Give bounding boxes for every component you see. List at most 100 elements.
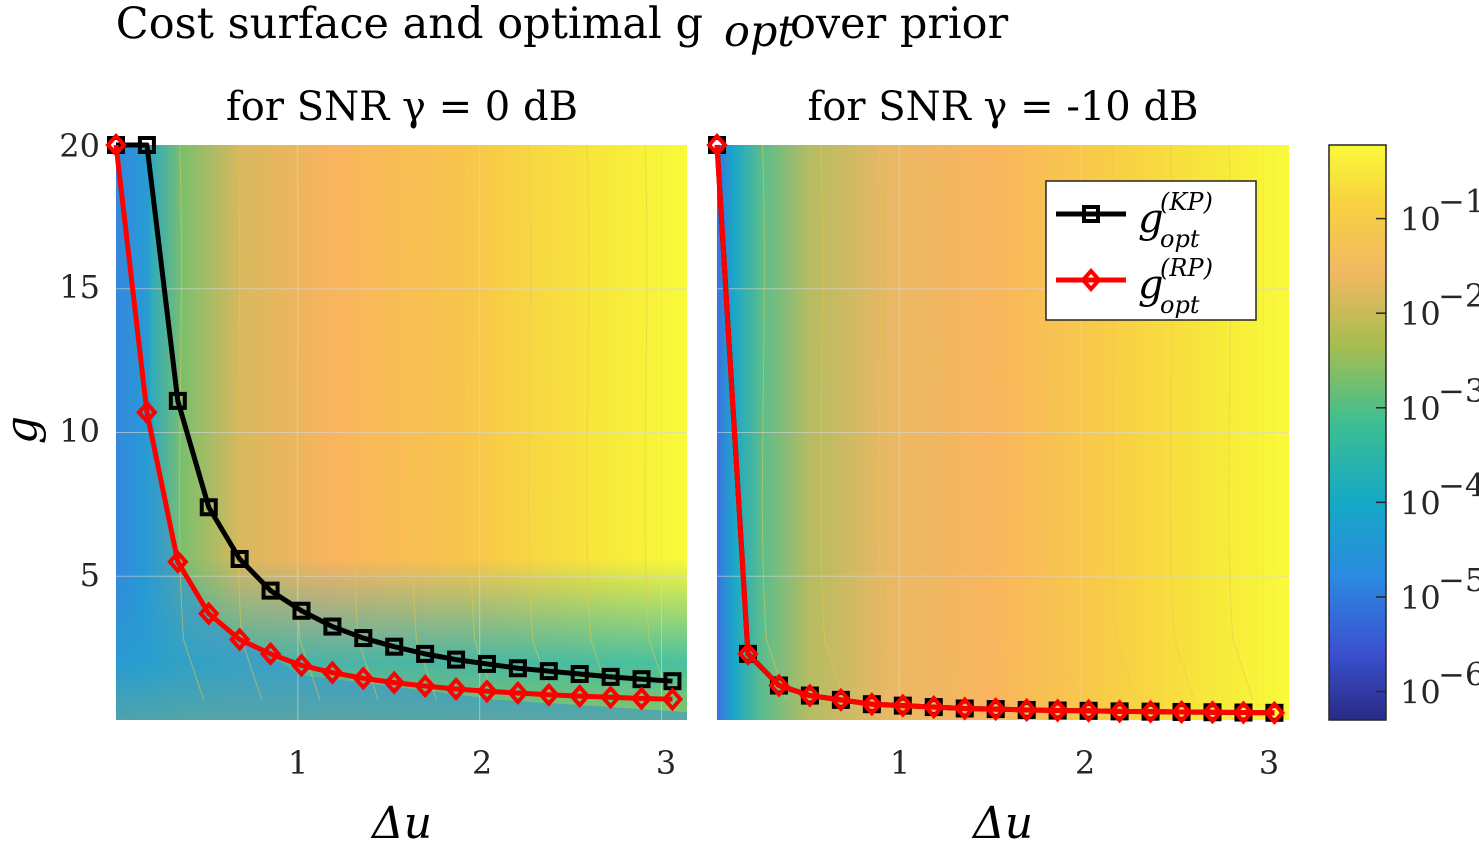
y-tick-label: 10 — [59, 412, 100, 450]
data-point-diamond — [1108, 699, 1131, 724]
contour-line — [179, 144, 205, 701]
data-point-square — [508, 659, 527, 678]
contour-line — [237, 144, 263, 701]
data-point-diamond — [1016, 697, 1038, 722]
series-line — [714, 144, 1275, 716]
data-point-square — [199, 498, 218, 517]
data-point-diamond — [954, 696, 976, 721]
x-tick-label: 2 — [1075, 744, 1095, 782]
colorbar-tick-base: 10 — [1400, 295, 1441, 333]
colorbar-tick-exponent: −5 — [1438, 561, 1479, 599]
data-point-diamond — [1263, 700, 1286, 725]
data-point-square — [632, 670, 651, 689]
contour-line — [469, 144, 496, 701]
x-tick-label: 1 — [890, 744, 910, 782]
data-point-diamond — [985, 697, 1007, 722]
legend-marker-diamond — [1080, 267, 1102, 293]
x-tick-label: 1 — [288, 744, 308, 782]
x-tick-label: 3 — [1259, 744, 1279, 782]
colorbar-tick-base: 10 — [1400, 390, 1441, 428]
data-point-diamond — [507, 680, 529, 705]
data-point-diamond — [599, 685, 622, 710]
data-point-square — [323, 617, 342, 636]
legend-rp-base: g — [1138, 262, 1164, 308]
contour-line — [878, 144, 904, 701]
data-point-diamond — [569, 684, 591, 709]
data-point-diamond — [1232, 700, 1255, 725]
contour-line — [353, 144, 379, 701]
data-point-square — [447, 650, 466, 669]
data-point-diamond — [630, 686, 653, 711]
data-point-diamond — [476, 679, 498, 704]
y-axis-label: g — [0, 416, 47, 444]
data-point-square — [230, 550, 249, 568]
data-point-square — [385, 637, 404, 656]
data-point-diamond — [228, 627, 251, 652]
data-point-square — [354, 629, 373, 648]
x-tick-label: 2 — [472, 744, 492, 782]
colorbar: 10−110−210−310−410−510−6 — [1328, 144, 1479, 721]
data-point-square — [601, 667, 620, 686]
panel-1-grid — [116, 145, 687, 720]
y-tick-label: 15 — [59, 268, 100, 306]
data-point-diamond — [1046, 698, 1069, 723]
colorbar-tick-exponent: −2 — [1438, 277, 1479, 315]
data-point-diamond — [105, 132, 127, 158]
data-point-diamond — [136, 400, 158, 425]
data-point-diamond — [768, 673, 790, 698]
legend-entry-kp: g opt (KP) — [1056, 188, 1213, 253]
y-tick-label: 20 — [59, 127, 100, 165]
data-point-square — [261, 581, 280, 600]
legend-rp-sub: opt — [1160, 291, 1200, 319]
colorbar-tick-base: 10 — [1400, 674, 1441, 712]
data-point-diamond — [861, 692, 883, 717]
colorbar-gradient — [1328, 144, 1387, 721]
legend-entry-rp: g opt (RP) — [1056, 254, 1213, 319]
legend-kp-base: g — [1138, 196, 1164, 242]
data-point-diamond — [1201, 700, 1224, 725]
data-point-square — [570, 665, 589, 683]
colorbar-tick-exponent: −6 — [1438, 656, 1479, 694]
data-point-diamond — [923, 695, 945, 720]
y-tick-label: 5 — [80, 556, 100, 594]
legend-kp-sub: opt — [1160, 225, 1200, 253]
legend-box — [1045, 180, 1257, 321]
legend-marker-square — [1082, 205, 1100, 223]
data-point-diamond — [737, 641, 759, 666]
data-point-diamond — [290, 653, 313, 678]
data-point-diamond — [892, 693, 914, 718]
colorbar-tick-exponent: −4 — [1438, 466, 1479, 504]
panel-1-x-axis-label: Δu — [370, 798, 432, 841]
panel-1-low-cost-region — [116, 145, 687, 720]
data-point-square — [292, 601, 311, 620]
contour-line — [820, 144, 846, 701]
x-tick-label: 3 — [656, 744, 676, 782]
legend: g opt (KP) g opt (RP) — [1045, 180, 1257, 321]
colorbar-tick-exponent: −1 — [1438, 183, 1479, 221]
panel-2-subtitle: for SNR γ = -10 dB — [808, 84, 1199, 130]
data-point-diamond — [799, 683, 821, 708]
panel-1-x-ticks: 1 2 3 — [288, 744, 676, 782]
contour-line — [586, 144, 612, 701]
contour-line — [936, 144, 962, 701]
panel-1-y-ticks: 5 10 15 20 — [59, 127, 100, 594]
contour-line — [761, 144, 788, 701]
data-point-diamond — [167, 549, 189, 574]
colorbar-tick-base: 10 — [1400, 484, 1441, 522]
data-point-diamond — [445, 676, 467, 701]
colorbar-tick-exponent: −3 — [1438, 372, 1479, 410]
figure-title: Cost surface and optimal g opt over prio… — [116, 0, 1009, 57]
data-point-diamond — [1139, 699, 1162, 724]
colorbar-ticks: 10−110−210−310−410−510−6 — [1376, 183, 1479, 712]
data-point-square — [539, 662, 558, 681]
colorbar-tick-base: 10 — [1400, 201, 1441, 239]
contour-line — [411, 144, 437, 701]
data-point-diamond — [321, 660, 344, 685]
panel-2-x-ticks: 1 2 3 — [890, 744, 1279, 782]
data-point-diamond — [830, 687, 852, 712]
data-point-diamond — [661, 687, 684, 712]
panel-1-series — [105, 132, 684, 712]
panel-2-grid — [717, 145, 1289, 720]
contour-line — [528, 144, 554, 701]
